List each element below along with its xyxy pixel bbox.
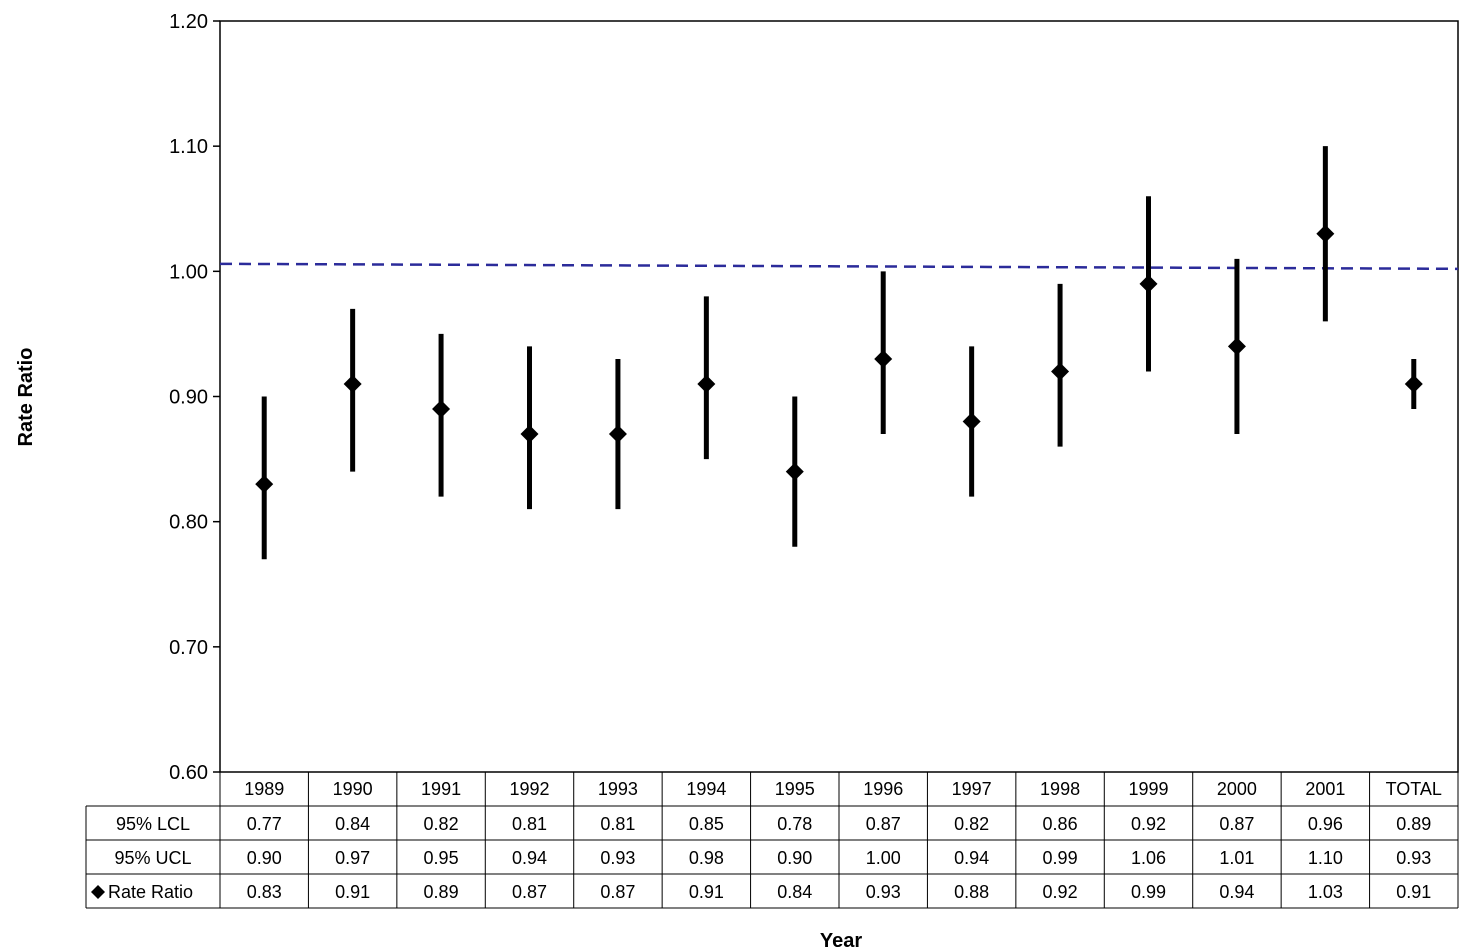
table-cell: 0.91 <box>689 882 724 902</box>
rate-ratio-point <box>785 462 804 481</box>
y-axis-title: Rate Ratio <box>15 348 37 447</box>
category-label: 1991 <box>421 779 461 799</box>
table-cell: 0.98 <box>689 848 724 868</box>
table-cell: 0.90 <box>247 848 282 868</box>
table-cell: 1.06 <box>1131 848 1166 868</box>
category-label: 1992 <box>509 779 549 799</box>
table-cell: 0.86 <box>1043 814 1078 834</box>
table-cell: 0.94 <box>512 848 547 868</box>
rate-ratio-point <box>1316 224 1335 243</box>
category-label: 2001 <box>1305 779 1345 799</box>
table-cell: 0.82 <box>424 814 459 834</box>
table-cell: 0.87 <box>1219 814 1254 834</box>
table-cell: 0.83 <box>247 882 282 902</box>
table-cell: 0.87 <box>600 882 635 902</box>
table-cell: 1.10 <box>1308 848 1343 868</box>
reference-line-layer <box>219 262 1459 271</box>
y-tick-label: 0.70 <box>169 637 208 659</box>
table-cell: 0.88 <box>954 882 989 902</box>
rate-ratio-point <box>697 374 716 393</box>
y-tick-label: 1.20 <box>169 11 208 33</box>
category-label: 1994 <box>686 779 726 799</box>
table-cell: 0.84 <box>335 814 370 834</box>
table-cell: 0.85 <box>689 814 724 834</box>
rate-ratio-point <box>874 349 893 368</box>
table-row-label: Rate Ratio <box>108 882 193 902</box>
table-cell: 0.91 <box>335 882 370 902</box>
table-cell: 1.03 <box>1308 882 1343 902</box>
table-cell: 0.96 <box>1308 814 1343 834</box>
category-label: 1995 <box>775 779 815 799</box>
table-cell: 0.89 <box>424 882 459 902</box>
table-cell: 0.99 <box>1131 882 1166 902</box>
table-cell: 0.90 <box>777 848 812 868</box>
rate-ratio-point <box>1051 362 1070 381</box>
category-label: 2000 <box>1217 779 1257 799</box>
table-cell: 0.93 <box>1396 848 1431 868</box>
table-cell: 0.99 <box>1043 848 1078 868</box>
category-label: 1989 <box>244 779 284 799</box>
category-label: 1993 <box>598 779 638 799</box>
table-cell: 0.81 <box>512 814 547 834</box>
table-row-label: 95% UCL <box>114 848 191 868</box>
table-cell: 0.77 <box>247 814 282 834</box>
x-axis-title: Year <box>820 930 862 952</box>
legend-diamond-icon <box>91 885 105 899</box>
table-cell: 1.00 <box>866 848 901 868</box>
table-cell: 0.82 <box>954 814 989 834</box>
table-cell: 0.93 <box>600 848 635 868</box>
y-tick-label: 0.90 <box>169 387 208 409</box>
table-cell: 0.95 <box>424 848 459 868</box>
category-label: 1997 <box>952 779 992 799</box>
data-table-layer: 1989 1990 1991 1992 1993 1994 1995 1996 1997 1998… <box>85 772 1459 909</box>
category-label: 1990 <box>333 779 373 799</box>
table-cell: 0.92 <box>1043 882 1078 902</box>
rate-ratio-point <box>1227 337 1246 356</box>
table-cell: 0.94 <box>954 848 989 868</box>
y-tick-label: 0.60 <box>169 762 208 784</box>
table-cell: 1.01 <box>1219 848 1254 868</box>
table-cell: 0.91 <box>1396 882 1431 902</box>
table-cell: 0.93 <box>866 882 901 902</box>
rate-ratio-point <box>1139 274 1158 293</box>
plot-area-frame <box>219 20 1459 773</box>
rate-ratio-point <box>255 475 274 494</box>
table-cell: 0.92 <box>1131 814 1166 834</box>
rate-ratio-point <box>520 425 539 444</box>
rate-ratio-point <box>962 412 981 431</box>
axes-layer: 0.60 0.70 0.80 0.90 1.00 1.10 1.20 <box>169 11 1459 784</box>
category-label: TOTAL <box>1386 779 1442 799</box>
table-cell: 0.81 <box>600 814 635 834</box>
table-cell: 0.94 <box>1219 882 1254 902</box>
y-tick-label: 1.00 <box>169 261 208 283</box>
table-cell: 0.87 <box>512 882 547 902</box>
category-label: 1998 <box>1040 779 1080 799</box>
marks-layer <box>255 146 1423 560</box>
rate-ratio-point <box>1404 374 1423 393</box>
table-cell: 0.97 <box>335 848 370 868</box>
rate-ratio-point <box>432 400 451 419</box>
rate-ratio-point <box>608 425 627 444</box>
table-cell: 0.87 <box>866 814 901 834</box>
table-row-label: 95% LCL <box>116 814 190 834</box>
reference-line <box>219 262 1459 271</box>
y-tick-label: 1.10 <box>169 136 208 158</box>
table-cell: 0.89 <box>1396 814 1431 834</box>
category-label: 1996 <box>863 779 903 799</box>
rate-ratio-point <box>343 374 362 393</box>
y-tick-label: 0.80 <box>169 512 208 534</box>
table-cell: 0.78 <box>777 814 812 834</box>
category-label: 1999 <box>1128 779 1168 799</box>
table-cell: 0.84 <box>777 882 812 902</box>
